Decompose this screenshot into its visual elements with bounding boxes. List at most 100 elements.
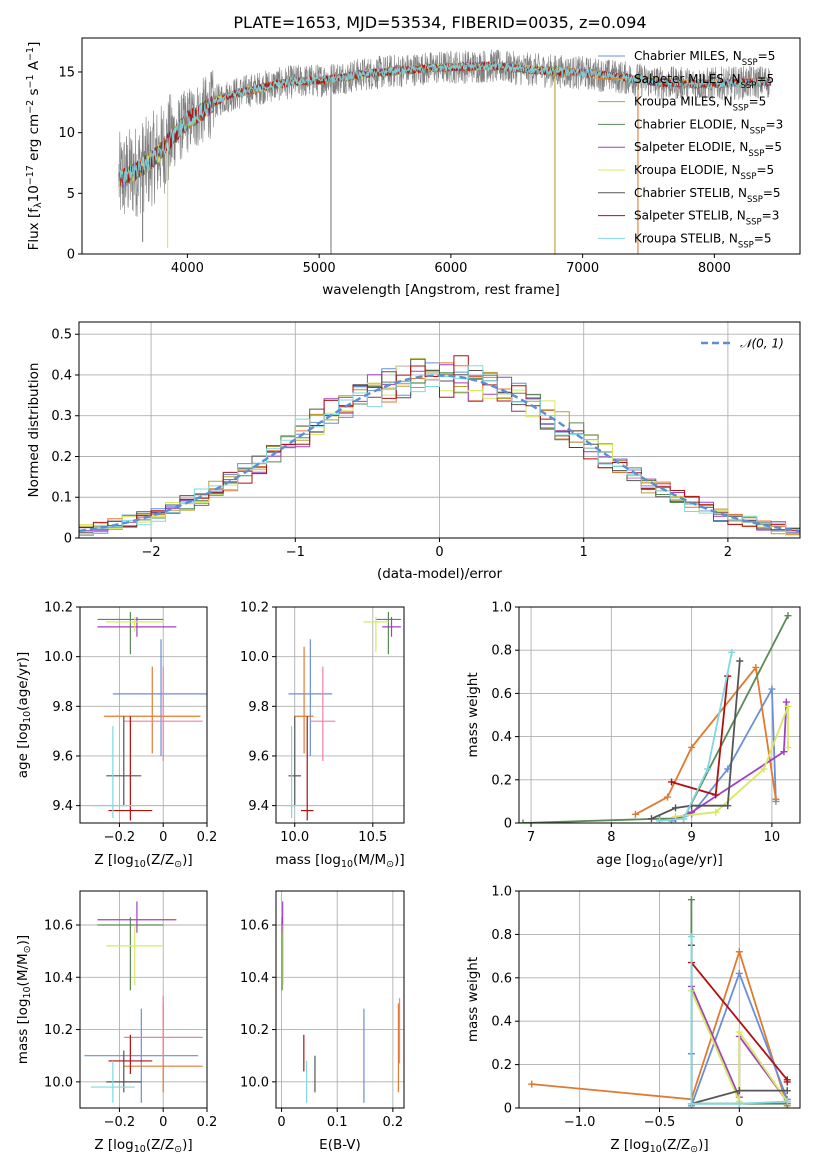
weight-series-point [768, 685, 776, 693]
weight-series-point [780, 748, 788, 756]
mass_vs_Z-ylabel-part: (M/M [15, 953, 31, 986]
weight-series-point [647, 815, 655, 823]
x-tick-label: 0 [277, 1115, 285, 1130]
y-tick-label: 10.6 [44, 918, 73, 933]
weight-series-point [752, 663, 760, 671]
mass_weight_vs_age-xlabel-part: (age/yr)] [664, 852, 723, 868]
spectrum-ylabel-part: Flux [f [26, 207, 42, 251]
spectrum-ylabel-part: λ [33, 202, 44, 208]
age_vs_mass-xlabel-part: (M/M [353, 852, 386, 868]
age_vs_mass-xlabel: mass [log10(M/M⊙)] [275, 852, 404, 870]
y-tick-label: 0.6 [491, 971, 512, 986]
weight-series-point [712, 808, 720, 816]
y-tick-label: 10.2 [240, 601, 269, 616]
weight-series-point [784, 743, 792, 751]
figure-title: PLATE=1653, MJD=53534, FIBERID=0035, z=0… [233, 13, 646, 32]
y-tick-label: 10.0 [240, 1075, 269, 1090]
x-tick-label: −1.0 [564, 1115, 596, 1130]
y-tick-label: 9.6 [248, 749, 269, 764]
legend-label-sub: SSP [741, 172, 757, 182]
spectrum-ylabel-part: s [26, 88, 42, 99]
y-tick-label: 9.8 [52, 700, 73, 715]
legend-label: Chabrier MILES, NSSP=5 [634, 49, 775, 68]
legend-label: Salpeter STELIB, NSSP=3 [634, 209, 779, 228]
y-tick-label: 1.0 [491, 601, 512, 616]
age_vs_Z-ylabel: age [log10(age/yr)] [15, 652, 33, 778]
y-tick-label: 10.2 [44, 601, 73, 616]
age_vs_Z-ylabel-part: age [log [15, 723, 31, 778]
weight-series-point [672, 804, 680, 812]
mass_weight_vs_Z-xlabel-part: 10 [650, 1144, 662, 1155]
x-tick-label: 2 [724, 545, 732, 560]
weight-series-point [656, 817, 663, 823]
axes-spectrum: 4000 5000 6000 7000 8000 0 5 10 15 Chabrier MILES… [25, 37, 801, 298]
legend-label-base: Chabrier STELIB, N [634, 186, 747, 200]
age_vs_Z-xlabel-part: ⊙ [174, 859, 182, 870]
x-tick-label: 0.2 [197, 830, 218, 845]
legend-label-sub: SSP [748, 149, 764, 159]
x-tick-label: 0 [159, 1115, 167, 1130]
y-tick-label: 5 [67, 187, 75, 202]
mass_vs_Z-xlabel: Z [log10(Z/Z⊙)] [94, 1137, 192, 1155]
legend-label-base: Kroupa MILES, N [634, 95, 733, 109]
residuals-ylabel: Normed distribution [26, 363, 42, 498]
errorbar-point [285, 726, 298, 819]
mass_vs_Z-xlabel-part: 10 [134, 1144, 146, 1155]
weight-series-point [724, 802, 732, 810]
model-spectrum-line [118, 62, 772, 187]
x-tick-label: 0 [159, 830, 167, 845]
spectrum-ylabel-part: 10 [26, 185, 42, 202]
mass_vs_Z-xlabel-part: )] [182, 1137, 193, 1153]
weight-series-point [735, 1100, 743, 1108]
y-tick-label: 9.4 [248, 799, 269, 814]
y-tick-label: 0.2 [51, 450, 72, 465]
age_vs_mass-xlabel-part: mass [log [275, 852, 341, 868]
mass_vs_Z-xlabel-part: ⊙ [174, 1144, 182, 1155]
spectrum-xlabel: wavelength [Angstrom, rest frame] [322, 282, 560, 298]
frame-spectrum [81, 37, 801, 255]
y-tick-label: 0.6 [491, 687, 512, 702]
legend-label-base: Kroupa ELODIE, N [634, 163, 741, 177]
y-tick-label: 10.0 [44, 650, 73, 665]
spectrum-ylabel-part: ] [26, 42, 42, 47]
errorbar-point [300, 716, 314, 821]
mass_weight_vs_age-xlabel-part: age [log [596, 852, 651, 868]
weight-series-line [690, 936, 788, 1105]
errorbar-point [363, 616, 389, 652]
y-tick-label: 10.2 [240, 1023, 269, 1038]
weight-series-point [688, 743, 696, 751]
axes-residuals: −2 −1 0 1 2 0 0.1 0.2 0.3 0.4 0.5 𝒩(0, 1) (data-mode… [26, 321, 801, 582]
weight-series-point [782, 698, 790, 706]
weight-series-point [760, 765, 768, 773]
weight-series-point [728, 648, 736, 656]
spectrum-ylabel-part: A [26, 60, 42, 74]
weight-series-point [783, 1097, 791, 1105]
legend-label-sub: SSP [738, 240, 754, 250]
x-tick-label: 0.1 [327, 1115, 348, 1130]
legend-label-base: Chabrier MILES, N [634, 49, 742, 63]
x-tick-label: 8 [607, 830, 615, 845]
legend-label: Chabrier STELIB, NSSP=5 [634, 186, 781, 205]
x-tick-label: 7 [527, 830, 535, 845]
legend-label: Chabrier ELODIE, NSSP=3 [634, 117, 783, 136]
legend-label: Salpeter ELODIE, NSSP=5 [634, 140, 782, 159]
legend-label-tail: =5 [763, 186, 781, 200]
weight-series-point [735, 1087, 743, 1095]
mass_vs_Z-ylabel-part: 10 [22, 986, 33, 998]
weight-series-point [735, 1028, 743, 1036]
frame-mass_vs_Z [79, 890, 208, 1109]
y-tick-label: 0 [64, 532, 72, 547]
errorbar-point [112, 639, 207, 756]
plot-area-mass_weight_vs_Z [528, 896, 791, 1108]
legend-label-base: Chabrier ELODIE, N [634, 117, 750, 131]
axes-age_vs_mass: 10.0 10.5 9.4 9.6 9.8 10.0 10.2 mass [log10(M/M… [240, 601, 405, 871]
errorbar-point [106, 616, 164, 632]
weight-series-point [680, 815, 688, 823]
y-tick-label: 15 [58, 65, 75, 80]
legend-label-base: Kroupa STELIB, N [634, 231, 738, 245]
x-tick-label: 10.0 [280, 830, 309, 845]
legend-label: Kroupa MILES, NSSP=5 [634, 95, 766, 114]
x-tick-label: −0.2 [104, 830, 136, 845]
weight-series-point [631, 810, 639, 818]
